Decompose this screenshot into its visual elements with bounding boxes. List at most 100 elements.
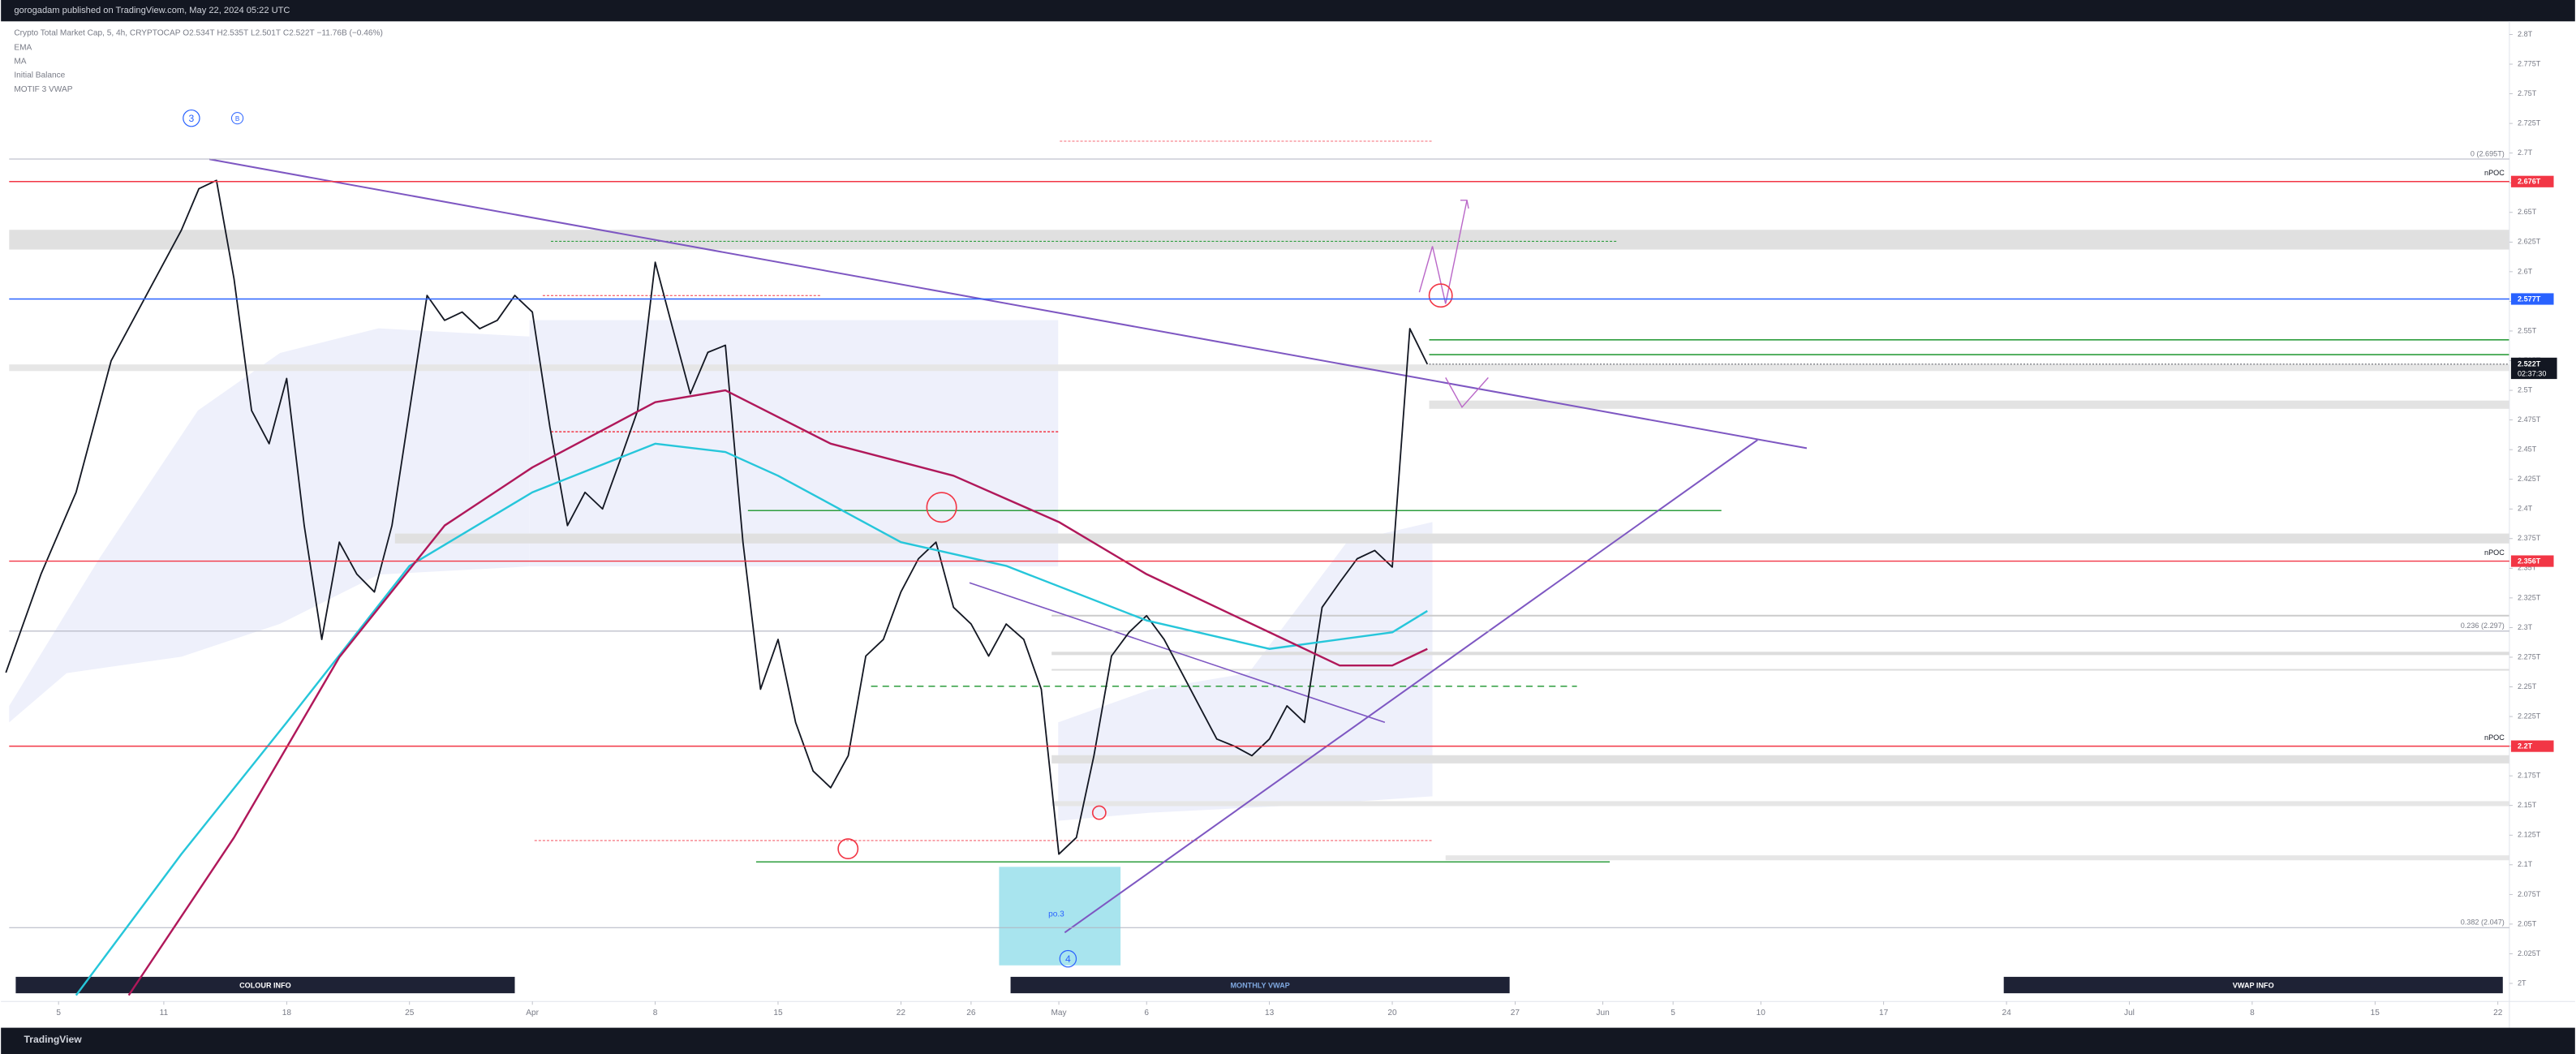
y-tick-label: 2.65T <box>2518 208 2537 216</box>
wave-label-text: 4 <box>1065 953 1071 965</box>
level-note: nPOC <box>2484 733 2505 742</box>
zone <box>9 230 2509 250</box>
y-tick-label: 2.8T <box>2518 30 2533 38</box>
footer-brand: TradingView <box>24 1034 83 1045</box>
zone <box>9 364 2509 372</box>
y-tick-label: 2.25T <box>2518 682 2537 690</box>
panel-label: MONTHLY VWAP <box>1230 981 1289 989</box>
y-tick-label: 2.175T <box>2518 772 2541 780</box>
marker-circle <box>926 492 957 523</box>
x-tick-label: 24 <box>2002 1009 2011 1017</box>
x-tick-label: 8 <box>653 1009 658 1017</box>
price-tag-label: 2.356T <box>2518 557 2541 565</box>
vwap-band <box>9 328 530 723</box>
zone <box>394 533 2509 544</box>
zone <box>1051 755 2509 764</box>
y-tick-label: 2.625T <box>2518 238 2541 246</box>
x-tick-label: 5 <box>1671 1009 1675 1017</box>
vwap-band <box>529 320 1059 567</box>
countdown: 02:37:30 <box>2518 369 2546 377</box>
projection-arrow <box>1418 200 1468 304</box>
price-tag <box>2510 555 2554 567</box>
y-tick-label: 2.775T <box>2518 59 2541 67</box>
price-tag <box>2510 175 2554 187</box>
y-tick-label: 2.475T <box>2518 415 2541 424</box>
x-tick-label: 22 <box>2493 1009 2503 1017</box>
zone <box>1051 801 2509 807</box>
x-tick-label: Apr <box>526 1009 539 1017</box>
x-tick-label: 26 <box>966 1009 976 1017</box>
y-tick-label: 2.55T <box>2518 326 2537 334</box>
legend-text: L2.501T <box>251 28 281 37</box>
y-tick-label: 2.325T <box>2518 593 2541 601</box>
panel-label: COLOUR INFO <box>239 981 291 989</box>
y-tick-label: 2.075T <box>2518 890 2541 898</box>
header-bar <box>1 0 2575 22</box>
annotation: po.3 <box>1048 910 1064 919</box>
x-tick-label: 25 <box>405 1009 415 1017</box>
y-tick-label: 2.45T <box>2518 445 2537 454</box>
moving-average <box>127 389 1428 996</box>
wave-label <box>230 112 244 125</box>
y-tick-label: 2.3T <box>2518 623 2533 631</box>
trendline <box>209 158 1808 450</box>
x-tick-label: 15 <box>773 1009 783 1017</box>
highlight-box <box>999 867 1121 966</box>
price-tag <box>2510 293 2554 305</box>
info-panel <box>1010 976 1510 994</box>
legend-text: O2.534T <box>183 28 214 37</box>
trendline <box>969 582 1386 724</box>
x-tick-label: 18 <box>282 1009 292 1017</box>
footer-bar <box>1 1027 2575 1054</box>
x-tick-label: Jul <box>2124 1009 2135 1017</box>
x-tick-label: 27 <box>1511 1009 1520 1017</box>
x-tick-label: 20 <box>1387 1009 1397 1017</box>
trendline <box>1064 439 1758 934</box>
zone <box>1445 855 2509 861</box>
fib-label: 0.236 (2.297) <box>2461 622 2505 630</box>
wave-label <box>183 109 200 127</box>
y-tick-label: 2.375T <box>2518 534 2541 542</box>
y-tick-label: 2.35T <box>2518 564 2537 572</box>
price-tag-label: 2.2T <box>2518 742 2533 750</box>
x-tick-label: 15 <box>2371 1009 2380 1017</box>
level-note: nPOC <box>2484 169 2505 177</box>
x-tick-label: 11 <box>160 1009 169 1017</box>
legend-symbol: Crypto Total Market Cap, 5, 4h, CRYPTOCA… <box>14 28 382 37</box>
x-tick-label: 5 <box>56 1009 61 1017</box>
projection-arrow <box>1445 376 1489 409</box>
panel-label: VWAP INFO <box>2233 981 2274 989</box>
legend-text: −11.76B (−0.46%) <box>317 28 383 37</box>
fib-label: 0.382 (2.047) <box>2461 918 2505 927</box>
level-note: nPOC <box>2484 549 2505 557</box>
projection-arrow <box>1460 200 1469 209</box>
legend-text: C2.522T <box>283 28 315 37</box>
y-tick-label: 2T <box>2518 979 2527 987</box>
x-tick-label: May <box>1051 1009 1068 1017</box>
wave-label <box>1059 949 1077 968</box>
price-tag-label: 2.577T <box>2518 295 2541 303</box>
price-tag-label: 2.676T <box>2518 178 2541 186</box>
y-tick-label: 2.4T <box>2518 505 2533 513</box>
x-tick-label: Jun <box>1596 1009 1609 1017</box>
y-tick-label: 2.225T <box>2518 712 2541 720</box>
wave-label-text: B <box>235 115 239 123</box>
legend-text: H2.535T <box>217 28 248 37</box>
x-tick-label: 8 <box>2250 1009 2255 1017</box>
y-tick-label: 2.05T <box>2518 919 2537 927</box>
marker-circle <box>1428 283 1453 308</box>
y-tick-label: 2.275T <box>2518 652 2541 660</box>
indicator-label: MA <box>14 58 26 67</box>
fib-label: 0 (2.695T) <box>2471 149 2505 157</box>
y-tick-label: 2.7T <box>2518 148 2533 157</box>
x-tick-label: 10 <box>1757 1009 1766 1017</box>
indicator-label: Initial Balance <box>14 71 65 80</box>
header-title: gorogadam published on TradingView.com, … <box>14 6 290 15</box>
info-panel <box>15 976 515 994</box>
price-line <box>5 179 1429 855</box>
y-tick-label: 2.1T <box>2518 860 2533 868</box>
y-tick-label: 2.725T <box>2518 119 2541 127</box>
last-price-tag <box>2510 357 2557 380</box>
indicator-label: EMA <box>14 43 32 52</box>
